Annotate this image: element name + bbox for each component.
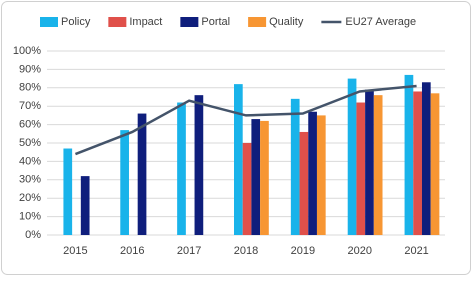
- bar: [251, 119, 261, 235]
- x-tick-label: 2021: [404, 245, 428, 257]
- bar: [194, 95, 204, 235]
- bar: [373, 95, 383, 235]
- legend-label: Portal: [201, 16, 230, 28]
- y-tick-label: 40%: [19, 155, 41, 167]
- y-tick-label: 0%: [25, 229, 41, 241]
- bar: [234, 84, 243, 236]
- bar: [316, 115, 326, 235]
- y-tick-label: 80%: [19, 82, 41, 94]
- bar: [80, 176, 90, 235]
- legend-swatch: [40, 17, 58, 27]
- legend-label: EU27 Average: [345, 16, 416, 28]
- x-tick-label: 2017: [177, 245, 201, 257]
- x-tick-label: 2016: [120, 245, 144, 257]
- legend-label: Impact: [129, 16, 162, 28]
- bar: [356, 102, 366, 236]
- y-tick-label: 60%: [19, 119, 41, 131]
- legend-swatch: [180, 17, 199, 27]
- legend-label: Quality: [269, 16, 304, 28]
- y-tick-label: 50%: [19, 137, 41, 149]
- x-tick-label: 2018: [234, 245, 258, 257]
- bar: [63, 148, 73, 235]
- bar: [430, 93, 440, 235]
- y-tick-label: 100%: [13, 45, 41, 57]
- legend-swatch: [108, 17, 127, 27]
- bar: [137, 113, 147, 235]
- bar: [260, 120, 269, 235]
- y-tick-label: 20%: [19, 192, 41, 204]
- bar: [404, 74, 414, 235]
- x-tick-label: 2020: [347, 245, 371, 257]
- y-tick-label: 10%: [19, 211, 41, 223]
- legend-swatch: [248, 17, 267, 27]
- line: [74, 84, 417, 156]
- bar: [299, 131, 309, 235]
- y-tick-label: 70%: [19, 100, 41, 112]
- bar: [242, 143, 252, 235]
- bar: [347, 78, 357, 235]
- bar: [120, 130, 129, 235]
- legend-label: Policy: [61, 16, 91, 28]
- bar: [177, 102, 186, 236]
- x-tick-label: 2019: [291, 245, 315, 257]
- bar: [421, 82, 431, 235]
- bar: [365, 89, 374, 235]
- bar: [290, 98, 300, 235]
- y-tick-label: 90%: [19, 63, 41, 75]
- x-tick-label: 2015: [63, 245, 87, 257]
- y-tick-label: 30%: [19, 174, 41, 186]
- bar: [413, 91, 422, 235]
- bar: [308, 111, 317, 235]
